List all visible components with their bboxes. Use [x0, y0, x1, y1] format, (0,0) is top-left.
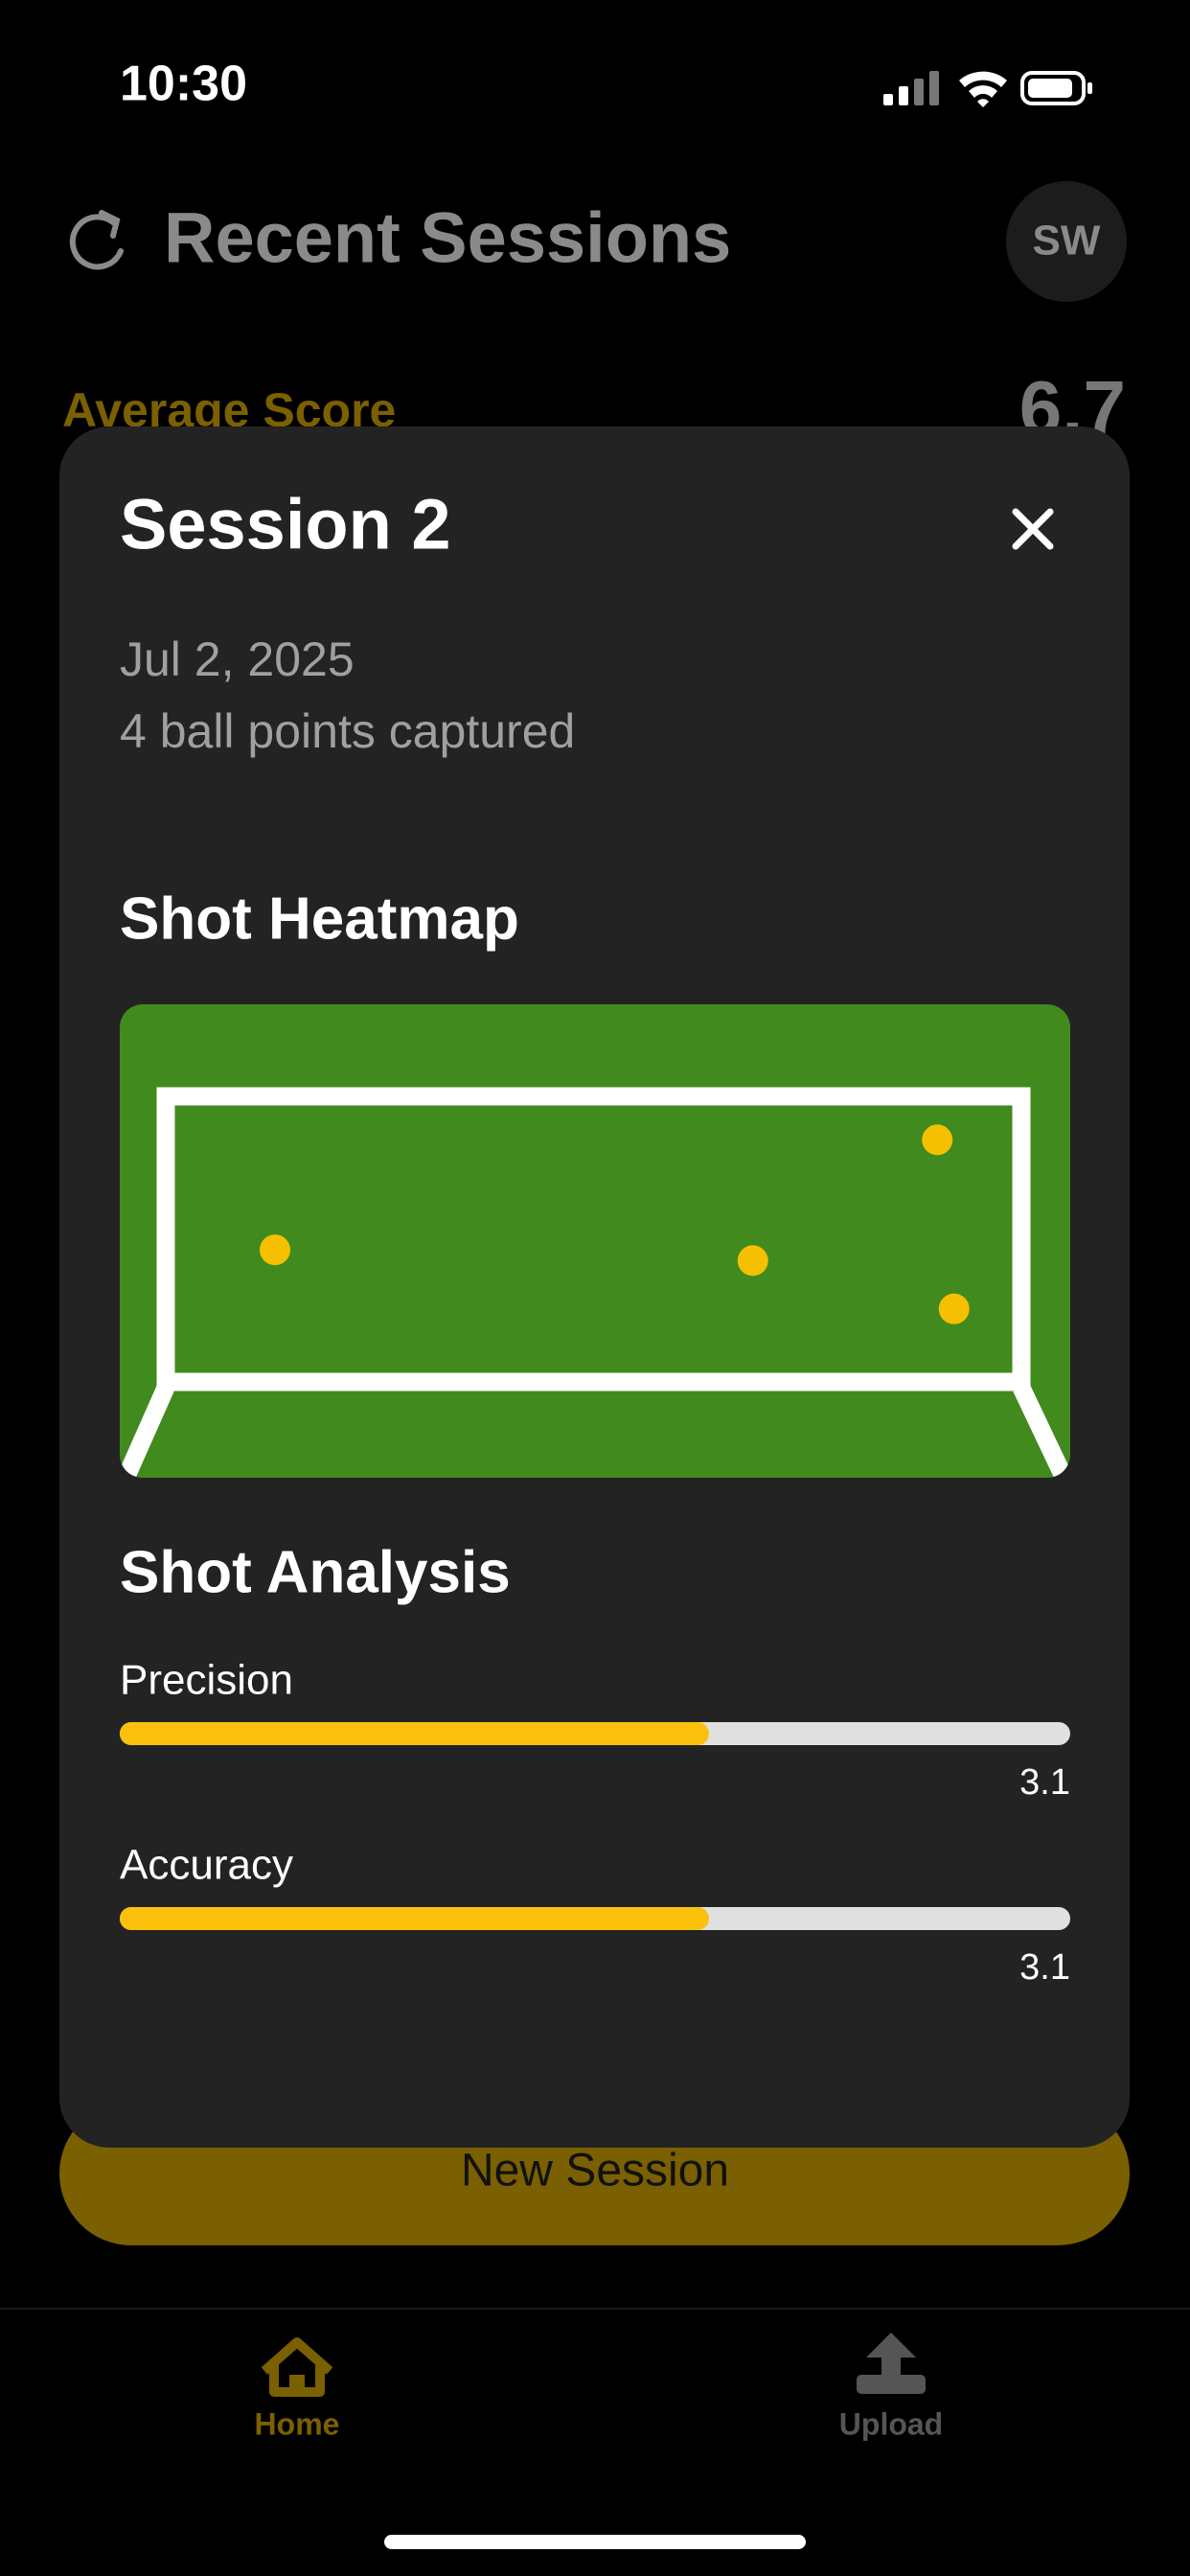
modal-subtitle: 4 ball points captured — [120, 704, 575, 758]
status-icons — [883, 71, 1092, 107]
metric-value: 3.1 — [1019, 1762, 1070, 1803]
ball-point — [737, 1245, 768, 1276]
upload-tab[interactable]: Upload — [839, 2333, 943, 2441]
home-indicator — [384, 2535, 806, 2549]
tab-label: Home — [255, 2406, 340, 2441]
heatmap-field — [120, 1004, 1070, 1478]
ball-point — [922, 1124, 953, 1156]
status-time: 10:30 — [120, 57, 247, 112]
analysis-title: Shot Analysis — [120, 1539, 511, 1605]
tab-label: Upload — [839, 2406, 943, 2441]
heatmap — [120, 1004, 1070, 1478]
modal-title: Session 2 — [120, 485, 451, 564]
home-tab[interactable]: Home — [255, 2337, 340, 2441]
button-label: New Session — [461, 2146, 729, 2196]
ball-point — [260, 1234, 290, 1266]
header-title: Recent Sessions — [164, 198, 731, 278]
heatmap-title: Shot Heatmap — [120, 886, 519, 952]
modal-date: Jul 2, 2025 — [120, 632, 355, 686]
metric-bar — [120, 1907, 710, 1930]
metric-name: Accuracy — [120, 1842, 293, 1889]
metric-bar — [120, 1722, 710, 1745]
goal-frame — [120, 1087, 1070, 1478]
ball-point — [938, 1293, 970, 1324]
refresh-icon[interactable] — [69, 210, 124, 270]
metric-value: 3.1 — [1019, 1947, 1070, 1988]
close-button[interactable] — [1012, 508, 1054, 550]
avatar[interactable] — [1006, 181, 1127, 302]
avatar-initials: SW — [1033, 218, 1101, 264]
metric-name: Precision — [120, 1657, 293, 1704]
